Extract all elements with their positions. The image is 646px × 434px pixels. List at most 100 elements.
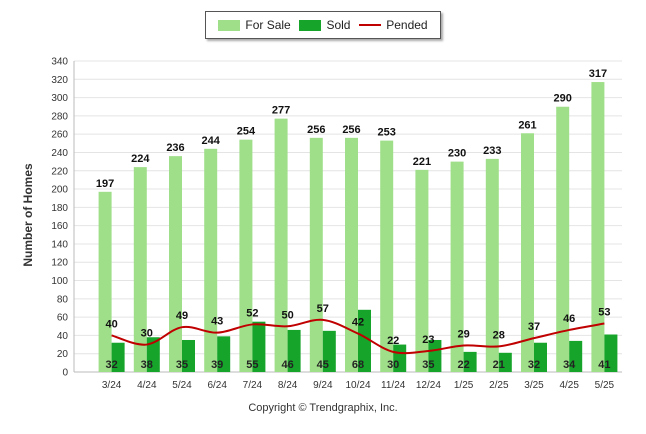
sold-bar	[182, 339, 195, 372]
for-sale-bar	[591, 82, 605, 372]
pended-value-label: 46	[563, 313, 575, 325]
for-sale-value-label: 261	[518, 119, 536, 131]
x-tick-label: 3/24	[102, 380, 122, 391]
pended-value-label: 52	[246, 307, 258, 319]
y-tick-label: 140	[51, 239, 68, 250]
for-sale-value-label: 233	[483, 145, 501, 157]
sold-value-label: 46	[281, 359, 293, 371]
y-tick-label: 260	[51, 130, 68, 141]
for-sale-bar	[415, 169, 429, 372]
y-tick-label: 180	[51, 203, 68, 214]
sold-bar	[146, 337, 160, 372]
for-sale-bar	[204, 148, 218, 372]
sold-value-label: 38	[141, 359, 153, 371]
for-sale-bar	[521, 133, 534, 372]
legend-label-for-sale: For Sale	[245, 18, 291, 32]
sold-bar	[498, 352, 512, 372]
for-sale-value-label: 230	[448, 148, 466, 160]
for-sale-value-label: 221	[413, 156, 431, 168]
sold-bar	[534, 342, 547, 372]
sold-value-label: 68	[352, 359, 364, 371]
for-sale-bar	[450, 161, 464, 372]
for-sale-bar	[98, 191, 112, 372]
pended-value-label: 49	[176, 310, 188, 322]
sold-value-label: 55	[246, 359, 258, 371]
pended-value-label: 23	[422, 334, 434, 346]
for-sale-bar	[345, 137, 358, 372]
x-tick-label: 5/25	[595, 380, 615, 391]
sold-value-label: 21	[493, 359, 505, 371]
pended-value-label: 22	[387, 335, 399, 347]
pended-value-label: 37	[528, 321, 540, 333]
y-tick-label: 340	[51, 57, 68, 68]
legend-item-for-sale[interactable]: For Sale	[218, 18, 291, 32]
y-tick-label: 160	[51, 221, 68, 232]
for-sale-value-label: 254	[237, 126, 256, 138]
legend: For Sale Sold Pended	[205, 11, 441, 39]
x-tick-label: 8/24	[278, 380, 298, 391]
pended-value-label: 40	[105, 318, 117, 330]
copyright: Copyright © Trendgraphix, Inc.	[248, 402, 398, 414]
sold-value-label: 22	[457, 359, 469, 371]
x-tick-label: 10/24	[345, 380, 370, 391]
x-tick-label: 1/25	[454, 380, 474, 391]
sold-bar	[252, 321, 266, 372]
legend-item-pended[interactable]: Pended	[359, 18, 428, 32]
for-sale-bar	[133, 167, 147, 372]
y-tick-label: 200	[51, 185, 68, 196]
pended-value-label: 29	[457, 328, 469, 340]
sold-value-label: 34	[563, 359, 576, 371]
for-sale-bar	[239, 139, 253, 372]
pended-value-label: 50	[281, 309, 293, 321]
sold-value-label: 35	[422, 359, 434, 371]
y-tick-label: 220	[51, 166, 68, 177]
for-sale-bar	[556, 106, 570, 372]
y-tick-label: 240	[51, 148, 68, 159]
sold-bar	[287, 329, 301, 372]
y-tick-label: 320	[51, 75, 68, 86]
y-tick-label: 40	[57, 331, 69, 342]
sold-value-label: 39	[211, 359, 223, 371]
sold-bar	[428, 339, 442, 372]
pended-value-label: 43	[211, 316, 223, 328]
for-sale-bar	[309, 137, 323, 372]
x-tick-label: 4/25	[559, 380, 579, 391]
sold-bar	[217, 336, 231, 372]
for-sale-bar	[380, 140, 394, 372]
x-tick-label: 6/24	[207, 380, 227, 391]
sold-bar	[463, 351, 477, 372]
pended-swatch	[359, 24, 382, 26]
sold-value-label: 35	[176, 359, 188, 371]
y-tick-label: 0	[62, 368, 68, 379]
y-tick-label: 20	[57, 349, 69, 360]
x-tick-label: 3/25	[524, 380, 544, 391]
sold-bar	[569, 340, 583, 372]
for-sale-value-label: 256	[342, 124, 360, 136]
pended-value-label: 53	[598, 307, 610, 319]
for-sale-value-label: 256	[307, 124, 325, 136]
for-sale-value-label: 277	[272, 105, 290, 117]
sold-value-label: 30	[387, 359, 399, 371]
for-sale-value-label: 290	[554, 93, 572, 105]
sold-value-label: 41	[598, 359, 610, 371]
legend-label-pended: Pended	[386, 18, 428, 32]
sold-bar	[322, 330, 336, 372]
sold-bar	[604, 334, 618, 372]
x-tick-label: 4/24	[137, 380, 157, 391]
x-tick-label: 11/24	[381, 380, 406, 391]
sold-value-label: 32	[528, 359, 540, 371]
for-sale-value-label: 224	[131, 153, 150, 165]
pended-line	[111, 318, 605, 355]
y-tick-label: 60	[57, 313, 69, 324]
sold-swatch	[299, 19, 322, 31]
sold-bar	[358, 309, 371, 372]
y-tick-label: 100	[51, 276, 68, 287]
pended-value-label: 30	[141, 328, 153, 340]
for-sale-value-label: 197	[96, 178, 114, 190]
x-tick-label: 7/24	[243, 380, 263, 391]
y-tick-label: 80	[57, 294, 69, 305]
legend-item-sold[interactable]: Sold	[299, 18, 350, 32]
for-sale-value-label: 244	[202, 135, 221, 147]
for-sale-value-label: 317	[589, 68, 607, 80]
sold-bar	[111, 342, 125, 372]
